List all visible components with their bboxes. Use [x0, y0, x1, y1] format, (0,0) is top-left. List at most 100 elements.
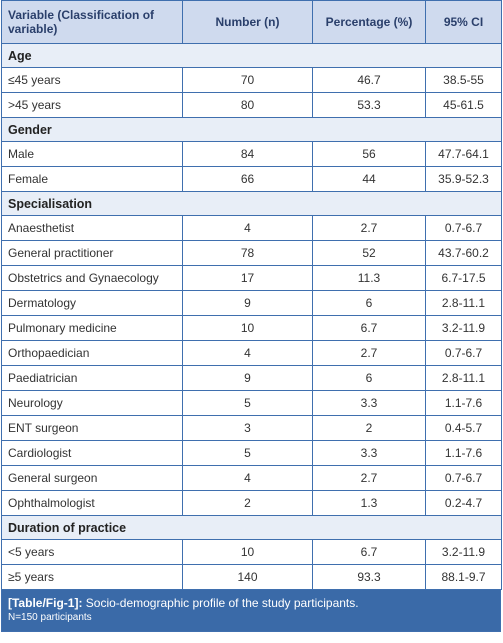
cell-number: 4	[182, 340, 313, 366]
cell-ci: 88.1-9.7	[425, 564, 502, 590]
cell-ci: 47.7-64.1	[425, 141, 502, 167]
cell-number: 2	[182, 490, 313, 516]
cell-label: Obstetrics and Gynaecology	[1, 265, 183, 291]
table-row: ≥5 years 140 93.3 88.1-9.7	[1, 564, 502, 590]
table-row: Ophthalmologist 2 1.3 0.2-4.7	[1, 490, 502, 516]
section-title: Age	[1, 43, 502, 68]
cell-percentage: 6.7	[312, 315, 426, 341]
cell-number: 3	[182, 415, 313, 441]
cell-ci: 43.7-60.2	[425, 240, 502, 266]
cell-label: Anaesthetist	[1, 215, 183, 241]
cell-ci: 0.2-4.7	[425, 490, 502, 516]
cell-number: 5	[182, 440, 313, 466]
cell-ci: 0.7-6.7	[425, 465, 502, 491]
cell-ci: 45-61.5	[425, 92, 502, 118]
cell-number: 4	[182, 215, 313, 241]
table-row: Cardiologist 5 3.3 1.1-7.6	[1, 440, 502, 466]
cell-label: <5 years	[1, 539, 183, 565]
cell-label: >45 years	[1, 92, 183, 118]
cell-number: 17	[182, 265, 313, 291]
cell-number: 84	[182, 141, 313, 167]
cell-percentage: 44	[312, 166, 426, 192]
table-body: Age ≤45 years 70 46.7 38.5-55 >45 years 80 53.3…	[1, 43, 502, 590]
cell-label: Ophthalmologist	[1, 490, 183, 516]
cell-number: 78	[182, 240, 313, 266]
cell-label: Cardiologist	[1, 440, 183, 466]
table-row: Dermatology 9 6 2.8-11.1	[1, 290, 502, 316]
cell-ci: 3.2-11.9	[425, 539, 502, 565]
cell-label: ≥5 years	[1, 564, 183, 590]
section-title: Duration of practice	[1, 515, 502, 540]
cell-number: 4	[182, 465, 313, 491]
table-row: Orthopaedician 4 2.7 0.7-6.7	[1, 340, 502, 366]
cell-label: Pulmonary medicine	[1, 315, 183, 341]
cell-percentage: 11.3	[312, 265, 426, 291]
cell-number: 10	[182, 539, 313, 565]
cell-ci: 38.5-55	[425, 67, 502, 93]
cell-percentage: 2.7	[312, 215, 426, 241]
cell-number: 9	[182, 365, 313, 391]
cell-percentage: 46.7	[312, 67, 426, 93]
cell-number: 10	[182, 315, 313, 341]
cell-label: General surgeon	[1, 465, 183, 491]
section-title: Specialisation	[1, 191, 502, 216]
section-title: Gender	[1, 117, 502, 142]
header-row: Variable (Classification of variable) Nu…	[1, 0, 502, 44]
cell-percentage: 2.7	[312, 465, 426, 491]
caption-note: N=150 participants	[8, 612, 92, 623]
cell-ci: 3.2-11.9	[425, 315, 502, 341]
cell-percentage: 3.3	[312, 440, 426, 466]
cell-percentage: 93.3	[312, 564, 426, 590]
cell-percentage: 6	[312, 290, 426, 316]
cell-percentage: 2.7	[312, 340, 426, 366]
cell-percentage: 52	[312, 240, 426, 266]
section-row: Gender	[1, 117, 502, 142]
header-variable: Variable (Classification of variable)	[1, 0, 183, 44]
table-row: ≤45 years 70 46.7 38.5-55	[1, 67, 502, 93]
caption-text: Socio-demographic profile of the study p…	[82, 596, 359, 610]
cell-label: Neurology	[1, 390, 183, 416]
data-table: Variable (Classification of variable) Nu…	[1, 0, 502, 590]
cell-label: Paediatrician	[1, 365, 183, 391]
header-percentage: Percentage (%)	[312, 0, 426, 44]
cell-number: 70	[182, 67, 313, 93]
cell-ci: 1.1-7.6	[425, 390, 502, 416]
cell-percentage: 1.3	[312, 490, 426, 516]
cell-number: 66	[182, 166, 313, 192]
cell-ci: 2.8-11.1	[425, 365, 502, 391]
caption-tag: [Table/Fig-1]:	[8, 596, 83, 610]
cell-label: General practitioner	[1, 240, 183, 266]
cell-ci: 0.4-5.7	[425, 415, 502, 441]
cell-ci: 35.9-52.3	[425, 166, 502, 192]
table-row: ENT surgeon 3 2 0.4-5.7	[1, 415, 502, 441]
cell-ci: 1.1-7.6	[425, 440, 502, 466]
section-row: Specialisation	[1, 191, 502, 216]
table-row: Female 66 44 35.9-52.3	[1, 166, 502, 192]
cell-label: ENT surgeon	[1, 415, 183, 441]
header-number: Number (n)	[182, 0, 313, 44]
table-caption: [Table/Fig-1]: Socio-demographic profile…	[1, 590, 501, 632]
header-ci: 95% CI	[425, 0, 502, 44]
cell-label: Orthopaedician	[1, 340, 183, 366]
table-row: Obstetrics and Gynaecology 17 11.3 6.7-17.5	[1, 265, 502, 291]
cell-percentage: 53.3	[312, 92, 426, 118]
cell-percentage: 6.7	[312, 539, 426, 565]
table-row: Male 84 56 47.7-64.1	[1, 141, 502, 167]
cell-ci: 2.8-11.1	[425, 290, 502, 316]
table-row: <5 years 10 6.7 3.2-11.9	[1, 539, 502, 565]
caption-line: [Table/Fig-1]: Socio-demographic profile…	[8, 595, 494, 611]
cell-percentage: 56	[312, 141, 426, 167]
section-row: Age	[1, 43, 502, 68]
cell-ci: 0.7-6.7	[425, 215, 502, 241]
cell-percentage: 2	[312, 415, 426, 441]
cell-ci: 6.7-17.5	[425, 265, 502, 291]
cell-ci: 0.7-6.7	[425, 340, 502, 366]
table-row: General practitioner 78 52 43.7-60.2	[1, 240, 502, 266]
table-row: >45 years 80 53.3 45-61.5	[1, 92, 502, 118]
cell-number: 5	[182, 390, 313, 416]
table-row: Paediatrician 9 6 2.8-11.1	[1, 365, 502, 391]
cell-percentage: 6	[312, 365, 426, 391]
table-row: Anaesthetist 4 2.7 0.7-6.7	[1, 215, 502, 241]
cell-number: 140	[182, 564, 313, 590]
